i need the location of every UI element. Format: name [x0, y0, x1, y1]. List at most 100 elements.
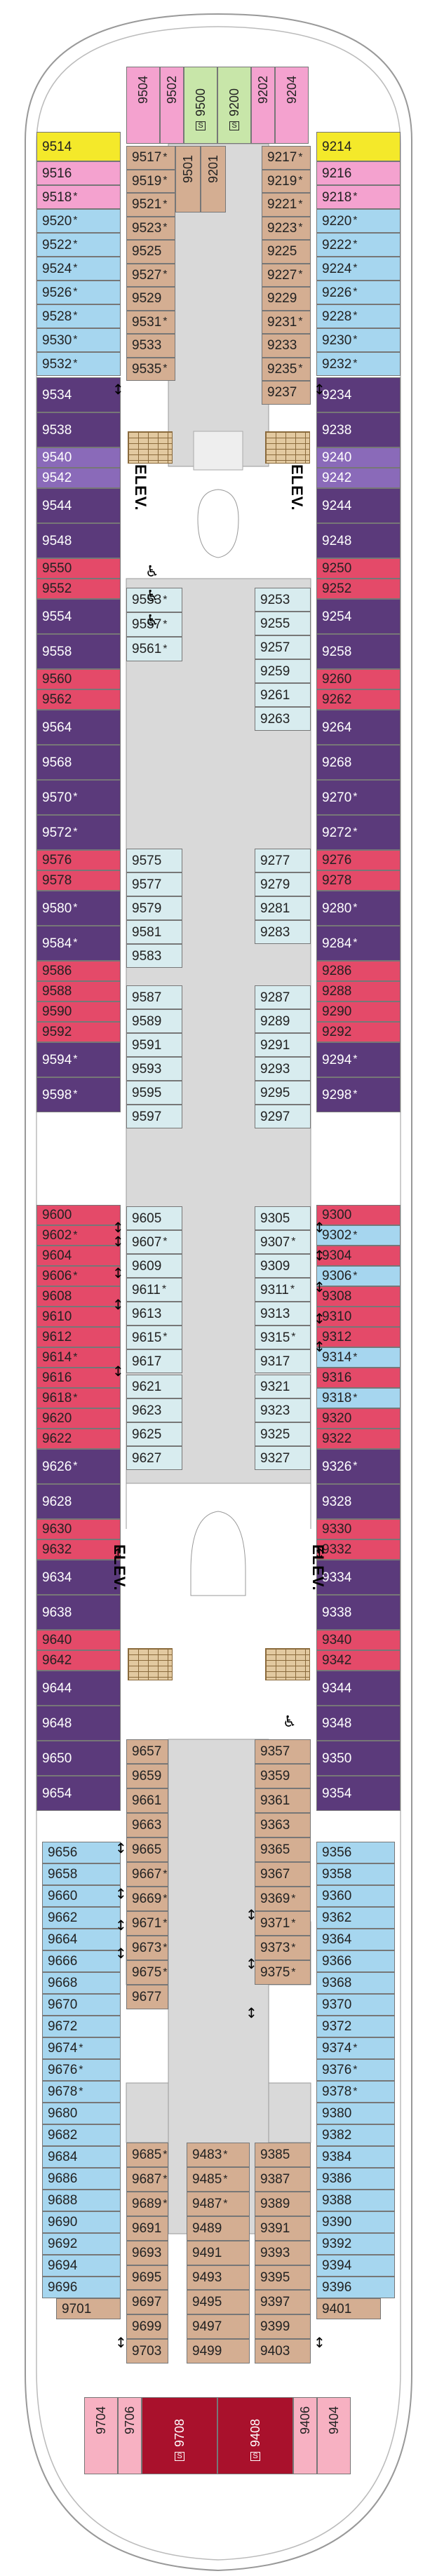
cabin-9290[interactable]: 9290	[316, 1002, 401, 1022]
cabin-9625[interactable]: 9625	[126, 1422, 182, 1446]
cabin-9618[interactable]: 9618 *	[36, 1388, 121, 1408]
cabin-9525[interactable]: 9525	[126, 240, 175, 264]
cabin-9386[interactable]: 9386	[316, 2168, 395, 2190]
cabin-9231[interactable]: 9231 *	[262, 310, 311, 334]
cabin-9687[interactable]: 9687 *	[126, 2167, 168, 2192]
cabin-9542[interactable]: 9542	[36, 468, 121, 488]
cabin-9298[interactable]: 9298 *	[316, 1077, 401, 1112]
cabin-9621[interactable]: 9621	[126, 1375, 182, 1398]
cabin-9686[interactable]: 9686	[42, 2168, 121, 2190]
cabin-9382[interactable]: 9382	[316, 2124, 395, 2146]
cabin-9326[interactable]: 9326 *	[316, 1449, 401, 1484]
cabin-9368[interactable]: 9368	[316, 1972, 395, 1994]
cabin-9330[interactable]: 9330	[316, 1519, 401, 1539]
cabin-9540[interactable]: 9540	[36, 447, 121, 468]
cabin-9634[interactable]: 9634	[36, 1560, 121, 1595]
cabin-9538[interactable]: 9538	[36, 412, 121, 447]
cabin-9628[interactable]: 9628	[36, 1484, 121, 1519]
cabin-9622[interactable]: 9622	[36, 1429, 121, 1449]
cabin-9376[interactable]: 9376 *	[316, 2059, 395, 2081]
cabin-9293[interactable]: 9293	[255, 1057, 311, 1081]
cabin-9693[interactable]: 9693	[126, 2241, 168, 2265]
cabin-9564[interactable]: 9564	[36, 710, 121, 745]
cabin-9387[interactable]: 9387	[255, 2167, 311, 2192]
cabin-9502[interactable]: 9502	[160, 67, 184, 144]
cabin-9640[interactable]: 9640	[36, 1630, 121, 1650]
cabin-9200[interactable]: 9200 S	[217, 67, 251, 144]
cabin-9314[interactable]: 9314 *	[316, 1347, 401, 1368]
cabin-9516[interactable]: 9516	[36, 161, 121, 185]
cabin-9362[interactable]: 9362	[316, 1907, 395, 1929]
cabin-9354[interactable]: 9354	[316, 1776, 401, 1811]
cabin-9291[interactable]: 9291	[255, 1033, 311, 1057]
cabin-9644[interactable]: 9644	[36, 1671, 121, 1706]
cabin-9218[interactable]: 9218 *	[316, 185, 401, 209]
cabin-9320[interactable]: 9320	[316, 1408, 401, 1429]
cabin-9311[interactable]: 9311 *	[255, 1278, 311, 1302]
cabin-9281[interactable]: 9281	[255, 896, 311, 920]
cabin-9242[interactable]: 9242	[316, 468, 401, 488]
cabin-9283[interactable]: 9283	[255, 920, 311, 944]
cabin-9493[interactable]: 9493	[187, 2265, 250, 2290]
cabin-9552[interactable]: 9552	[36, 579, 121, 599]
cabin-9233[interactable]: 9233	[262, 334, 311, 358]
cabin-9532[interactable]: 9532 *	[36, 352, 121, 376]
cabin-9662[interactable]: 9662	[42, 1907, 121, 1929]
cabin-9518[interactable]: 9518 *	[36, 185, 121, 209]
cabin-9309[interactable]: 9309	[255, 1254, 311, 1278]
cabin-9500[interactable]: 9500 S	[184, 67, 217, 144]
cabin-9396[interactable]: 9396	[316, 2277, 395, 2298]
cabin-9491[interactable]: 9491	[187, 2241, 250, 2265]
cabin-9364[interactable]: 9364	[316, 1929, 395, 1950]
cabin-9517[interactable]: 9517 *	[126, 146, 175, 170]
cabin-9235[interactable]: 9235 *	[262, 357, 311, 381]
cabin-9553[interactable]: 9553 *	[126, 588, 182, 612]
cabin-9612[interactable]: 9612	[36, 1327, 121, 1347]
cabin-9550[interactable]: 9550	[36, 558, 121, 579]
cabin-9315[interactable]: 9315 *	[255, 1326, 311, 1349]
cabin-9302[interactable]: 9302 *	[316, 1225, 401, 1246]
cabin-9373[interactable]: 9373 *	[255, 1936, 311, 1960]
cabin-9380[interactable]: 9380	[316, 2103, 395, 2124]
cabin-9393[interactable]: 9393	[255, 2241, 311, 2265]
cabin-9607[interactable]: 9607 *	[126, 1230, 182, 1254]
cabin-9602[interactable]: 9602 *	[36, 1225, 121, 1246]
cabin-9617[interactable]: 9617	[126, 1349, 182, 1373]
cabin-9592[interactable]: 9592	[36, 1022, 121, 1042]
cabin-9663[interactable]: 9663	[126, 1813, 168, 1837]
cabin-9530[interactable]: 9530 *	[36, 328, 121, 352]
cabin-9497[interactable]: 9497	[187, 2314, 250, 2339]
cabin-9268[interactable]: 9268	[316, 745, 401, 780]
cabin-9316[interactable]: 9316	[316, 1368, 401, 1388]
cabin-9356[interactable]: 9356	[316, 1842, 395, 1863]
cabin-9665[interactable]: 9665	[126, 1837, 168, 1862]
cabin-9227[interactable]: 9227 *	[262, 263, 311, 287]
cabin-9360[interactable]: 9360	[316, 1885, 395, 1907]
cabin-9219[interactable]: 9219 *	[262, 169, 311, 193]
cabin-9594[interactable]: 9594 *	[36, 1042, 121, 1077]
cabin-9660[interactable]: 9660	[42, 1885, 121, 1907]
cabin-9688[interactable]: 9688	[42, 2190, 121, 2211]
cabin-9504[interactable]: 9504	[126, 67, 160, 144]
cabin-9597[interactable]: 9597	[126, 1105, 182, 1128]
cabin-9657[interactable]: 9657	[126, 1739, 168, 1764]
cabin-9580[interactable]: 9580 *	[36, 891, 121, 926]
cabin-9604[interactable]: 9604	[36, 1246, 121, 1266]
cabin-9706[interactable]: 9706	[118, 2397, 142, 2474]
cabin-9288[interactable]: 9288	[316, 981, 401, 1002]
cabin-9578[interactable]: 9578	[36, 870, 121, 891]
cabin-9284[interactable]: 9284 *	[316, 926, 401, 961]
cabin-9526[interactable]: 9526 *	[36, 281, 121, 304]
cabin-9366[interactable]: 9366	[316, 1950, 395, 1972]
cabin-9659[interactable]: 9659	[126, 1764, 168, 1788]
cabin-9228[interactable]: 9228 *	[316, 304, 401, 328]
cabin-9287[interactable]: 9287	[255, 985, 311, 1009]
cabin-9385[interactable]: 9385	[255, 2143, 311, 2167]
cabin-9522[interactable]: 9522 *	[36, 233, 121, 257]
cabin-9289[interactable]: 9289	[255, 1009, 311, 1033]
cabin-9579[interactable]: 9579	[126, 896, 182, 920]
cabin-9650[interactable]: 9650	[36, 1741, 121, 1776]
cabin-9524[interactable]: 9524 *	[36, 257, 121, 281]
cabin-9240[interactable]: 9240	[316, 447, 401, 468]
cabin-9392[interactable]: 9392	[316, 2233, 395, 2255]
